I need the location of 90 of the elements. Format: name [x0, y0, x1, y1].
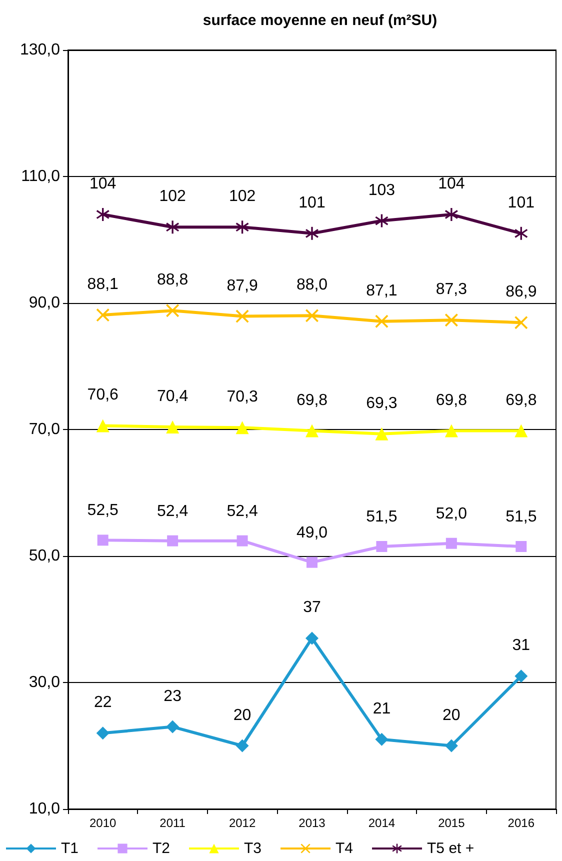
point	[96, 208, 110, 221]
point	[236, 739, 249, 752]
legend-label: T1	[61, 840, 79, 857]
data-label: 69,8	[506, 392, 537, 409]
data-label: 52,5	[87, 502, 119, 520]
point	[96, 726, 110, 740]
data-label: 88,1	[87, 276, 119, 294]
data-label: 20	[442, 706, 460, 724]
y-tick-label: 30,0	[28, 674, 60, 691]
point	[444, 424, 458, 438]
data-label: 22	[94, 694, 112, 712]
data-label: 20	[233, 706, 252, 724]
data-label: 69,8	[296, 392, 328, 409]
point	[306, 226, 318, 240]
point	[516, 541, 527, 552]
point	[236, 310, 249, 323]
data-label: 52,4	[226, 502, 258, 520]
point	[166, 720, 180, 734]
data-label: 102	[159, 188, 186, 206]
data-label: 51,5	[366, 508, 398, 526]
data-label: 87,9	[226, 277, 258, 294]
data-label: 101	[508, 194, 535, 212]
data-label: 70,6	[87, 386, 119, 404]
point	[375, 732, 388, 746]
point	[306, 556, 318, 568]
data-label: 52,4	[157, 502, 188, 520]
point	[514, 670, 528, 683]
point	[306, 424, 318, 438]
point	[236, 421, 249, 434]
data-label: 49,0	[296, 524, 328, 542]
point	[514, 226, 528, 240]
data-label: 103	[368, 182, 396, 199]
y-tick-label: 10,0	[28, 800, 60, 818]
point	[376, 541, 388, 552]
point	[375, 427, 388, 440]
point	[236, 535, 248, 546]
data-label: 104	[438, 175, 465, 192]
point	[236, 220, 249, 234]
point	[97, 534, 108, 546]
data-label: 37	[303, 599, 321, 616]
x-tick-label: 2010	[90, 816, 117, 830]
point	[514, 316, 528, 330]
point	[444, 314, 458, 327]
data-label: 51,5	[506, 508, 537, 526]
data-label: 70,4	[157, 388, 188, 405]
y-tick-label: 130,0	[20, 42, 60, 58]
data-label: 101	[298, 194, 326, 212]
x-tick-label: 2014	[368, 816, 396, 830]
x-tick-label: 2013	[298, 816, 326, 830]
y-tick-label: 70,0	[28, 421, 60, 438]
x-tick-label: 2016	[508, 816, 535, 830]
point	[306, 309, 318, 322]
data-label: 104	[90, 175, 116, 192]
data-label: 69,3	[366, 394, 398, 412]
data-label: 52,0	[436, 505, 468, 522]
y-tick-label: 90,0	[28, 294, 60, 312]
point	[446, 538, 457, 549]
data-label: 21	[372, 700, 391, 718]
legend-label: T3	[244, 840, 262, 857]
data-label: 87,3	[436, 281, 468, 298]
point	[514, 424, 528, 438]
chart-title: surface moyenne en neuf (m²SU)	[202, 12, 438, 29]
legend-label: T2	[152, 840, 170, 857]
x-tick-label: 2012	[228, 816, 256, 830]
data-label: 31	[512, 637, 530, 654]
point	[167, 535, 178, 546]
point	[375, 314, 388, 328]
data-label: 88,8	[157, 272, 188, 289]
legend-label: T5 et +	[427, 840, 474, 857]
x-tick-label: 2015	[438, 816, 466, 830]
legend-label: T4	[336, 840, 354, 857]
data-label: 102	[228, 188, 256, 206]
point	[444, 739, 458, 752]
point	[166, 304, 180, 318]
data-label: 70,3	[226, 388, 258, 406]
point	[166, 220, 180, 234]
point	[375, 214, 388, 228]
point	[444, 208, 458, 221]
point	[166, 420, 180, 434]
data-label: 88,0	[296, 276, 328, 294]
y-tick-label: 50,0	[28, 548, 60, 564]
data-label: 86,9	[506, 284, 537, 301]
data-label: 23	[164, 688, 182, 705]
data-label: 69,8	[436, 392, 468, 409]
point	[96, 308, 110, 322]
y-tick-label: 110,0	[21, 168, 60, 185]
data-label: 87,1	[366, 282, 398, 300]
point	[306, 632, 318, 645]
x-tick-label: 2011	[160, 816, 186, 830]
point	[96, 419, 110, 432]
